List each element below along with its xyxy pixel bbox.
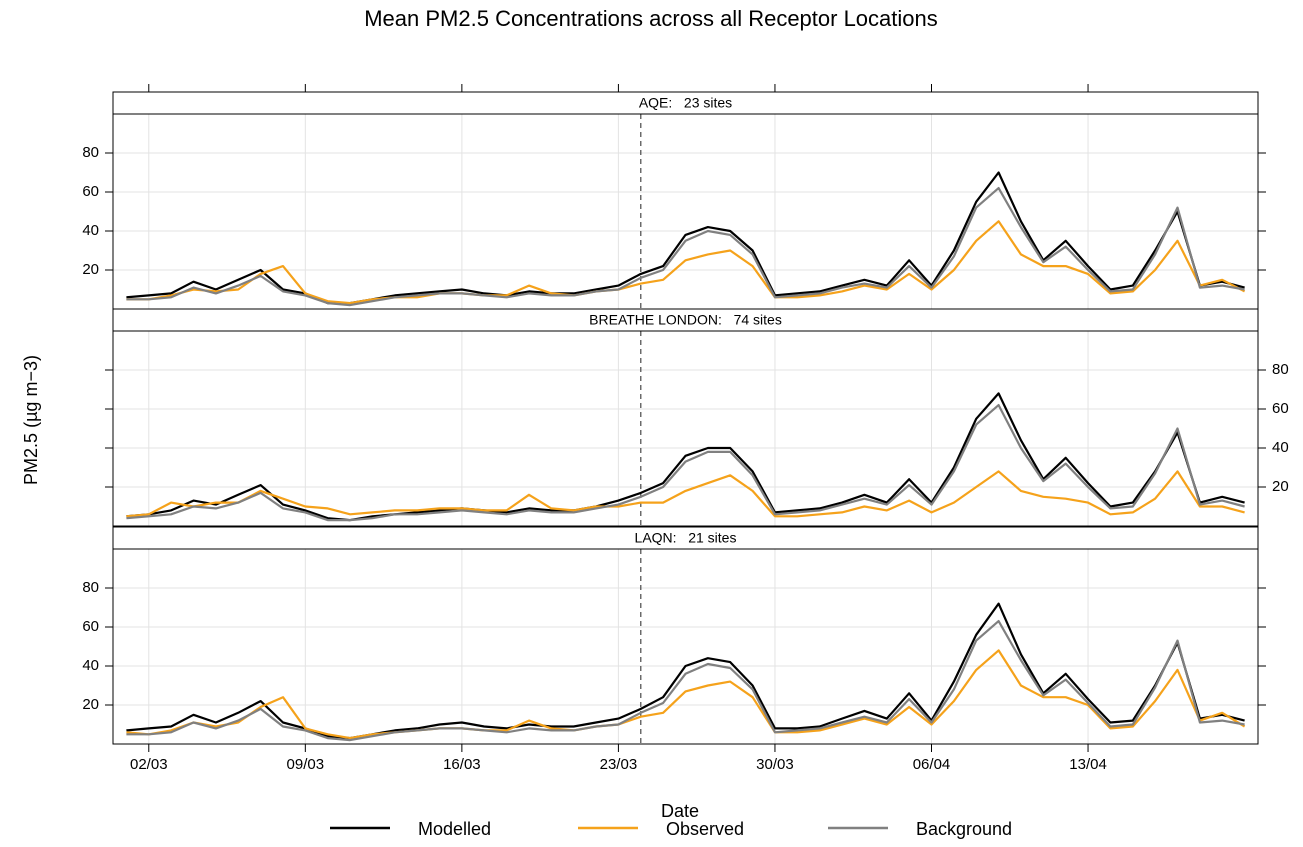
y-tick-label: 60 — [82, 183, 99, 200]
x-axis-label: Date — [661, 801, 699, 821]
x-tick-label: 13/04 — [1069, 756, 1107, 773]
series-line — [126, 620, 1245, 742]
y-tick-label: 60 — [82, 618, 99, 635]
legend-label: Modelled — [418, 819, 491, 839]
y-tick-label: 60 — [1272, 400, 1289, 417]
y-tick-label: 20 — [82, 261, 99, 278]
series-line — [126, 220, 1246, 305]
y-tick-label: 40 — [82, 657, 99, 674]
strip-label: BREATHE LONDON: 74 sites — [589, 312, 782, 328]
y-tick-label: 40 — [82, 222, 99, 239]
y-tick-label: 40 — [1272, 439, 1289, 456]
y-tick-label: 80 — [82, 144, 99, 161]
x-tick-label: 06/04 — [913, 756, 951, 773]
legend-label: Background — [916, 819, 1012, 839]
y-axis-label: PM2.5 (µg m−3) — [21, 355, 41, 485]
series-line — [126, 392, 1245, 522]
x-tick-label: 09/03 — [287, 756, 325, 773]
x-tick-label: 30/03 — [756, 756, 794, 773]
strip-label: AQE: 23 sites — [639, 95, 732, 111]
x-tick-label: 16/03 — [443, 756, 481, 773]
chart-title: Mean PM2.5 Concentrations across all Rec… — [364, 6, 938, 31]
strip-label: LAQN: 21 sites — [635, 530, 737, 546]
y-tick-label: 80 — [1272, 361, 1289, 378]
series-line — [126, 404, 1245, 522]
plot-frame — [112, 548, 1259, 745]
series-line — [126, 470, 1245, 518]
y-tick-label: 20 — [82, 696, 99, 713]
legend-label: Observed — [666, 819, 744, 839]
series-line — [126, 187, 1245, 307]
y-tick-label: 20 — [1272, 478, 1289, 495]
y-tick-label: 80 — [82, 579, 99, 596]
plot-frame — [112, 113, 1259, 310]
series-line — [126, 602, 1245, 740]
x-tick-label: 02/03 — [130, 756, 168, 773]
x-tick-label: 23/03 — [600, 756, 638, 773]
plot-frame — [112, 330, 1259, 527]
series-line — [126, 649, 1246, 740]
